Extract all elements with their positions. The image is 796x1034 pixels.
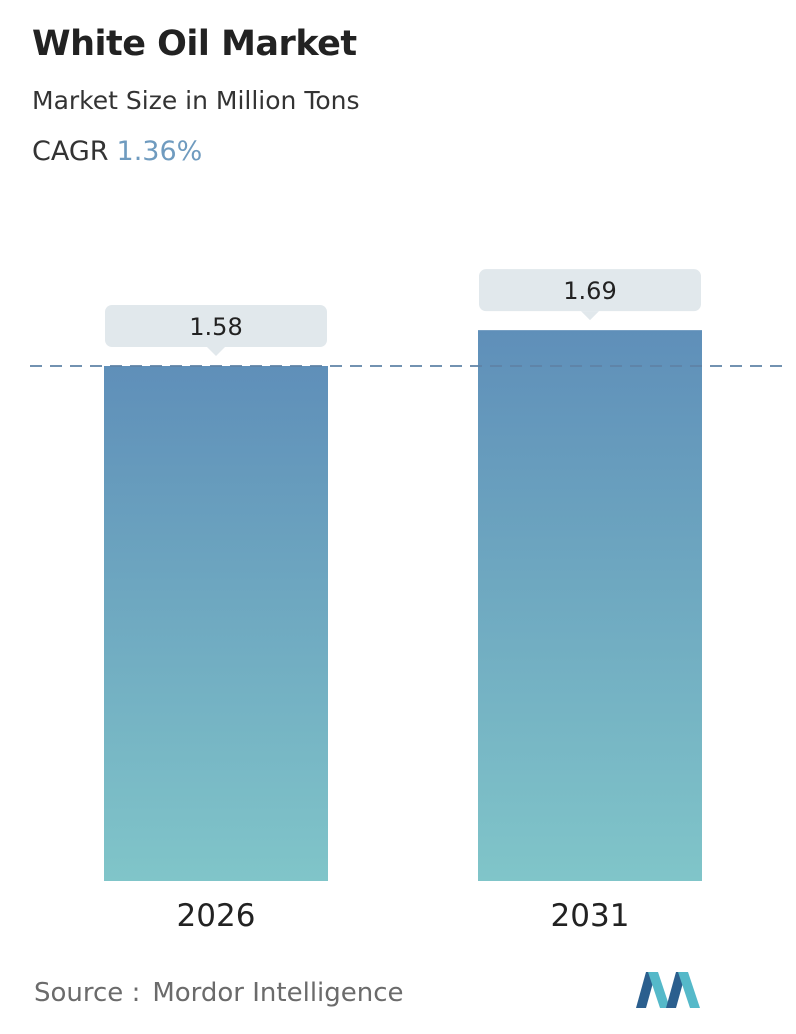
data-label: 1.58 bbox=[189, 313, 242, 341]
data-label: 1.69 bbox=[563, 277, 616, 305]
source-label: Source : bbox=[34, 978, 141, 1008]
x-tick-label: 2031 bbox=[551, 898, 630, 934]
chart-subtitle: Market Size in Million Tons bbox=[32, 86, 360, 115]
data-label-box bbox=[479, 269, 701, 312]
bar-2031 bbox=[478, 330, 702, 881]
source-line: Source : Mordor Intelligence bbox=[34, 978, 404, 1008]
cagr-value: 1.36% bbox=[116, 136, 203, 167]
bar-chart: 1.58 2026 1.69 2031 bbox=[30, 269, 782, 934]
cagr-label: CAGR bbox=[32, 136, 109, 167]
mordor-logo-icon bbox=[636, 972, 700, 1008]
data-label-pointer bbox=[581, 311, 599, 321]
chart-title: White Oil Market bbox=[32, 24, 357, 64]
data-label-pointer bbox=[207, 347, 225, 356]
bar-2026 bbox=[104, 366, 328, 881]
data-label-box bbox=[105, 305, 327, 347]
x-tick-label: 2026 bbox=[177, 898, 256, 934]
source-name: Mordor Intelligence bbox=[152, 978, 404, 1008]
cagr-line: CAGR 1.36% bbox=[32, 136, 202, 167]
